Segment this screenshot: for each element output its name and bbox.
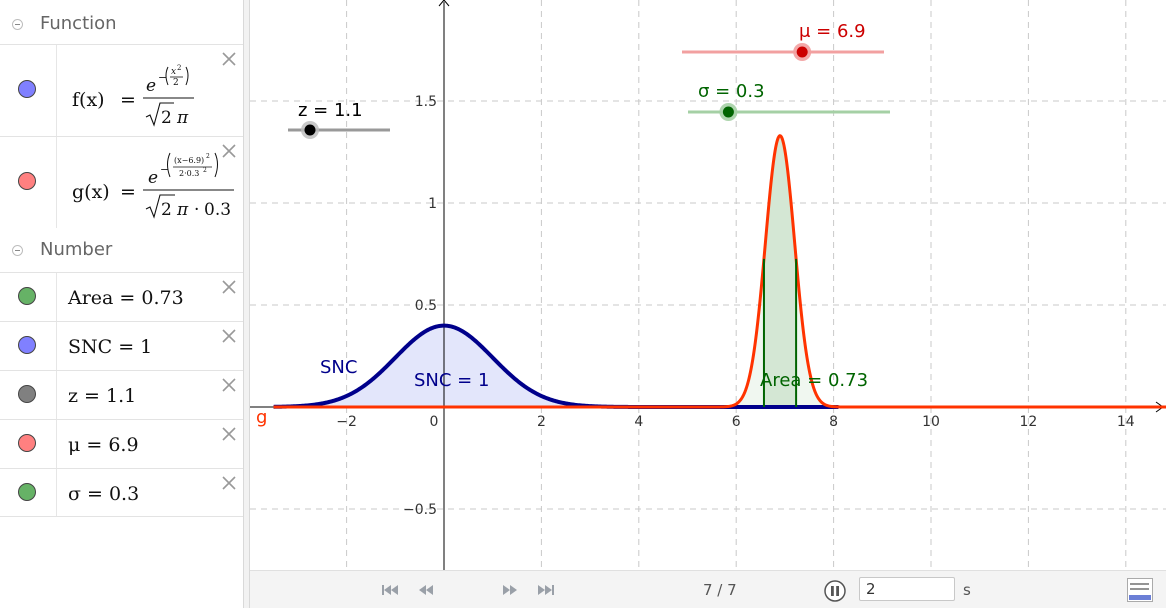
visibility-toggle-snc[interactable] bbox=[18, 336, 36, 354]
x-tick-label: 0 bbox=[430, 414, 439, 430]
speed-unit: s bbox=[963, 581, 971, 599]
svg-text:e: e bbox=[148, 168, 158, 188]
slider-mu[interactable]: μ = 6.9 bbox=[682, 21, 884, 61]
formula-f[interactable]: f(x) = e − x 2 2 2 π bbox=[70, 61, 230, 135]
graphics-view[interactable]: −2 0 2 4 6 8 10 12 14 1.5 1 0.5 −0.5 SNC SNC = 1 Are… bbox=[250, 0, 1166, 570]
x-tick-label: 14 bbox=[1117, 414, 1135, 430]
svg-text:2: 2 bbox=[177, 64, 181, 72]
y-tick-label: 1 bbox=[428, 196, 437, 212]
step-counter: 7 / 7 bbox=[703, 581, 737, 599]
number-value: Area = 0.73 bbox=[68, 287, 184, 309]
delete-icon[interactable] bbox=[221, 426, 237, 442]
visibility-toggle-area[interactable] bbox=[18, 287, 36, 305]
x-tick-label: −2 bbox=[336, 414, 357, 430]
algebra-row-z[interactable]: z = 1.1 bbox=[0, 370, 243, 419]
svg-text:=: = bbox=[120, 89, 136, 111]
area-fill bbox=[763, 135, 797, 407]
view-splitter[interactable] bbox=[243, 0, 250, 608]
y-tick-label: 0.5 bbox=[415, 298, 437, 314]
svg-text:2: 2 bbox=[206, 153, 210, 160]
svg-text:(x−6.9): (x−6.9) bbox=[174, 156, 204, 165]
x-tick-label: 10 bbox=[922, 414, 940, 430]
g-curve[interactable] bbox=[273, 134, 1166, 409]
algebra-row-snc[interactable]: SNC = 1 bbox=[0, 321, 243, 370]
slider-sigma-label: σ = 0.3 bbox=[698, 81, 765, 102]
collapse-icon[interactable] bbox=[12, 245, 23, 256]
visibility-toggle-z[interactable] bbox=[18, 385, 36, 403]
formula-g[interactable]: g(x) = e − (x−6.9) 2 2·0.3 2 2 π · 0.3 bbox=[70, 151, 240, 227]
pause-icon[interactable] bbox=[824, 580, 846, 602]
delete-icon[interactable] bbox=[221, 328, 237, 344]
next-step-icon[interactable] bbox=[500, 582, 520, 598]
svg-text:π: π bbox=[176, 200, 189, 220]
algebra-row-mu[interactable]: μ = 6.9 bbox=[0, 419, 243, 468]
x-tick-label: 12 bbox=[1019, 414, 1037, 430]
svg-text:·: · bbox=[194, 200, 199, 220]
delete-icon[interactable] bbox=[221, 143, 237, 159]
delete-icon[interactable] bbox=[221, 377, 237, 393]
g-label: g bbox=[256, 407, 267, 428]
svg-text:x: x bbox=[171, 67, 176, 77]
y-tick-label: −0.5 bbox=[403, 502, 437, 518]
delete-icon[interactable] bbox=[221, 51, 237, 67]
number-group-header[interactable]: Number bbox=[0, 228, 243, 272]
svg-text:−: − bbox=[158, 71, 167, 84]
y-axis-arrow bbox=[438, 0, 450, 7]
svg-text:π: π bbox=[176, 108, 189, 128]
y-tick-label: 1.5 bbox=[415, 94, 437, 110]
first-step-icon[interactable] bbox=[380, 582, 400, 598]
group-title: Function bbox=[40, 13, 117, 34]
slider-z-label: z = 1.1 bbox=[298, 100, 363, 121]
animation-toolbar: 7 / 7 s bbox=[250, 570, 1166, 608]
g-under-fill bbox=[736, 135, 824, 407]
svg-text:e: e bbox=[146, 76, 156, 96]
spreadsheet-view-icon[interactable] bbox=[1127, 578, 1153, 602]
function-name: g(x) bbox=[72, 181, 110, 203]
delete-icon[interactable] bbox=[221, 475, 237, 491]
function-name: f(x) bbox=[72, 89, 105, 111]
snc-area-label: SNC = 1 bbox=[414, 370, 489, 391]
svg-text:2·0.3: 2·0.3 bbox=[179, 169, 199, 178]
svg-text:=: = bbox=[120, 181, 136, 203]
algebra-row-sigma[interactable]: σ = 0.3 bbox=[0, 468, 243, 517]
algebra-row-f[interactable]: f(x) = e − x 2 2 2 π bbox=[0, 44, 243, 136]
snc-curve[interactable] bbox=[273, 323, 834, 409]
collapse-icon[interactable] bbox=[12, 19, 23, 30]
x-tick-label: 6 bbox=[732, 414, 741, 430]
slider-mu-label: μ = 6.9 bbox=[799, 21, 866, 42]
svg-text:2: 2 bbox=[203, 167, 207, 174]
number-value: σ = 0.3 bbox=[68, 483, 140, 505]
visibility-toggle-g[interactable] bbox=[18, 172, 36, 190]
svg-text:2: 2 bbox=[173, 78, 179, 88]
x-tick-label: 4 bbox=[634, 414, 643, 430]
algebra-row-g[interactable]: g(x) = e − (x−6.9) 2 2·0.3 2 2 π · 0.3 bbox=[0, 136, 243, 228]
visibility-toggle-f[interactable] bbox=[18, 80, 36, 98]
area-label: Area = 0.73 bbox=[760, 370, 868, 391]
delete-icon[interactable] bbox=[221, 279, 237, 295]
snc-curve-label: SNC bbox=[320, 357, 357, 378]
function-group-header[interactable]: Function bbox=[0, 2, 243, 46]
slider-z[interactable]: z = 1.1 bbox=[288, 100, 390, 139]
number-value: SNC = 1 bbox=[68, 336, 153, 358]
speed-input[interactable] bbox=[859, 577, 955, 601]
svg-text:0.3: 0.3 bbox=[204, 200, 231, 220]
previous-step-icon[interactable] bbox=[416, 582, 436, 598]
x-tick-label: 8 bbox=[829, 414, 838, 430]
svg-text:−: − bbox=[160, 163, 169, 176]
slider-sigma[interactable]: σ = 0.3 bbox=[688, 81, 890, 121]
algebra-row-area[interactable]: Area = 0.73 bbox=[0, 272, 243, 321]
number-value: μ = 6.9 bbox=[68, 434, 139, 456]
visibility-toggle-sigma[interactable] bbox=[18, 483, 36, 501]
svg-text:2: 2 bbox=[161, 108, 172, 128]
group-title: Number bbox=[40, 239, 113, 260]
number-value: z = 1.1 bbox=[68, 385, 137, 407]
last-step-icon[interactable] bbox=[536, 582, 556, 598]
x-tick-label: 2 bbox=[537, 414, 546, 430]
visibility-toggle-mu[interactable] bbox=[18, 434, 36, 452]
svg-text:2: 2 bbox=[161, 200, 172, 220]
algebra-view: Function f(x) = e − x 2 2 2 π bbox=[0, 0, 243, 608]
